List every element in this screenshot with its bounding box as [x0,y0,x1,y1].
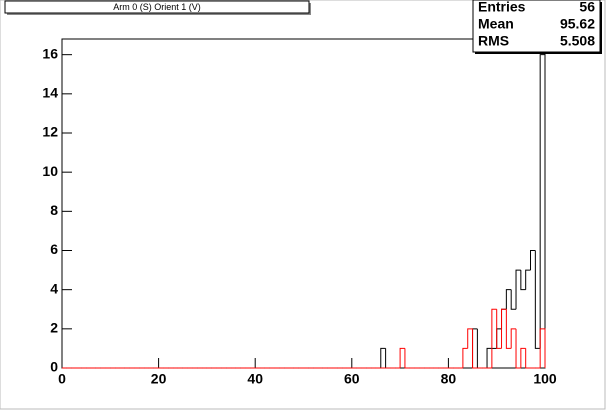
histogram-bin [404,348,410,369]
stats-label: Mean [478,16,514,32]
x-tick-label: 0 [58,371,66,387]
histogram-bin [496,309,502,349]
histogram-bin [505,309,512,349]
histogram-bin [539,328,546,368]
x-tick-label: 40 [247,371,263,387]
histogram-bin [520,347,526,368]
y-tick-label: 16 [42,45,58,61]
y-tick-label: 0 [50,359,58,375]
y-tick-label: 6 [50,241,58,257]
stats-value: 5.508 [560,33,595,49]
histogram-bin [462,347,468,368]
histogram-bin [534,250,541,349]
histogram-bin [501,308,507,349]
histogram-bin [525,269,531,290]
chart-title: Arm 0 (S) Orient 1 (V) [113,2,201,12]
histogram-bin [530,250,536,271]
y-tick-label: 8 [50,202,58,218]
histogram-bin [486,347,492,368]
x-tick-label: 60 [344,371,360,387]
y-tick-label: 2 [50,320,58,336]
stats-label: RMS [478,33,509,49]
y-tick-label: 12 [42,124,58,140]
plot-frame [61,38,546,369]
histogram-bin [515,328,521,369]
stats-box [472,0,601,53]
x-tick-label: 100 [533,371,557,387]
y-tick-label: 14 [42,85,58,101]
histogram-bin [515,269,521,310]
y-tick-label: 10 [42,163,58,179]
stats-value: 95.62 [560,16,595,32]
stats-value: 56 [579,0,595,15]
histogram-bin [399,347,405,368]
histogram-bin [520,270,526,291]
stats-label: Entries [478,0,526,15]
histogram-bin [539,54,546,368]
histogram-bin [491,308,497,368]
histogram-bin [510,328,517,349]
histogram-bin [525,348,531,369]
x-tick-label: 20 [151,371,167,387]
histogram-bin [472,328,478,369]
histogram-bin [505,289,512,310]
x-tick-label: 80 [441,371,457,387]
title-box [4,0,310,14]
histogram-bin [510,289,517,310]
histogram-bin [380,347,386,368]
histogram-bin [467,328,473,349]
y-tick-label: 4 [50,280,58,296]
